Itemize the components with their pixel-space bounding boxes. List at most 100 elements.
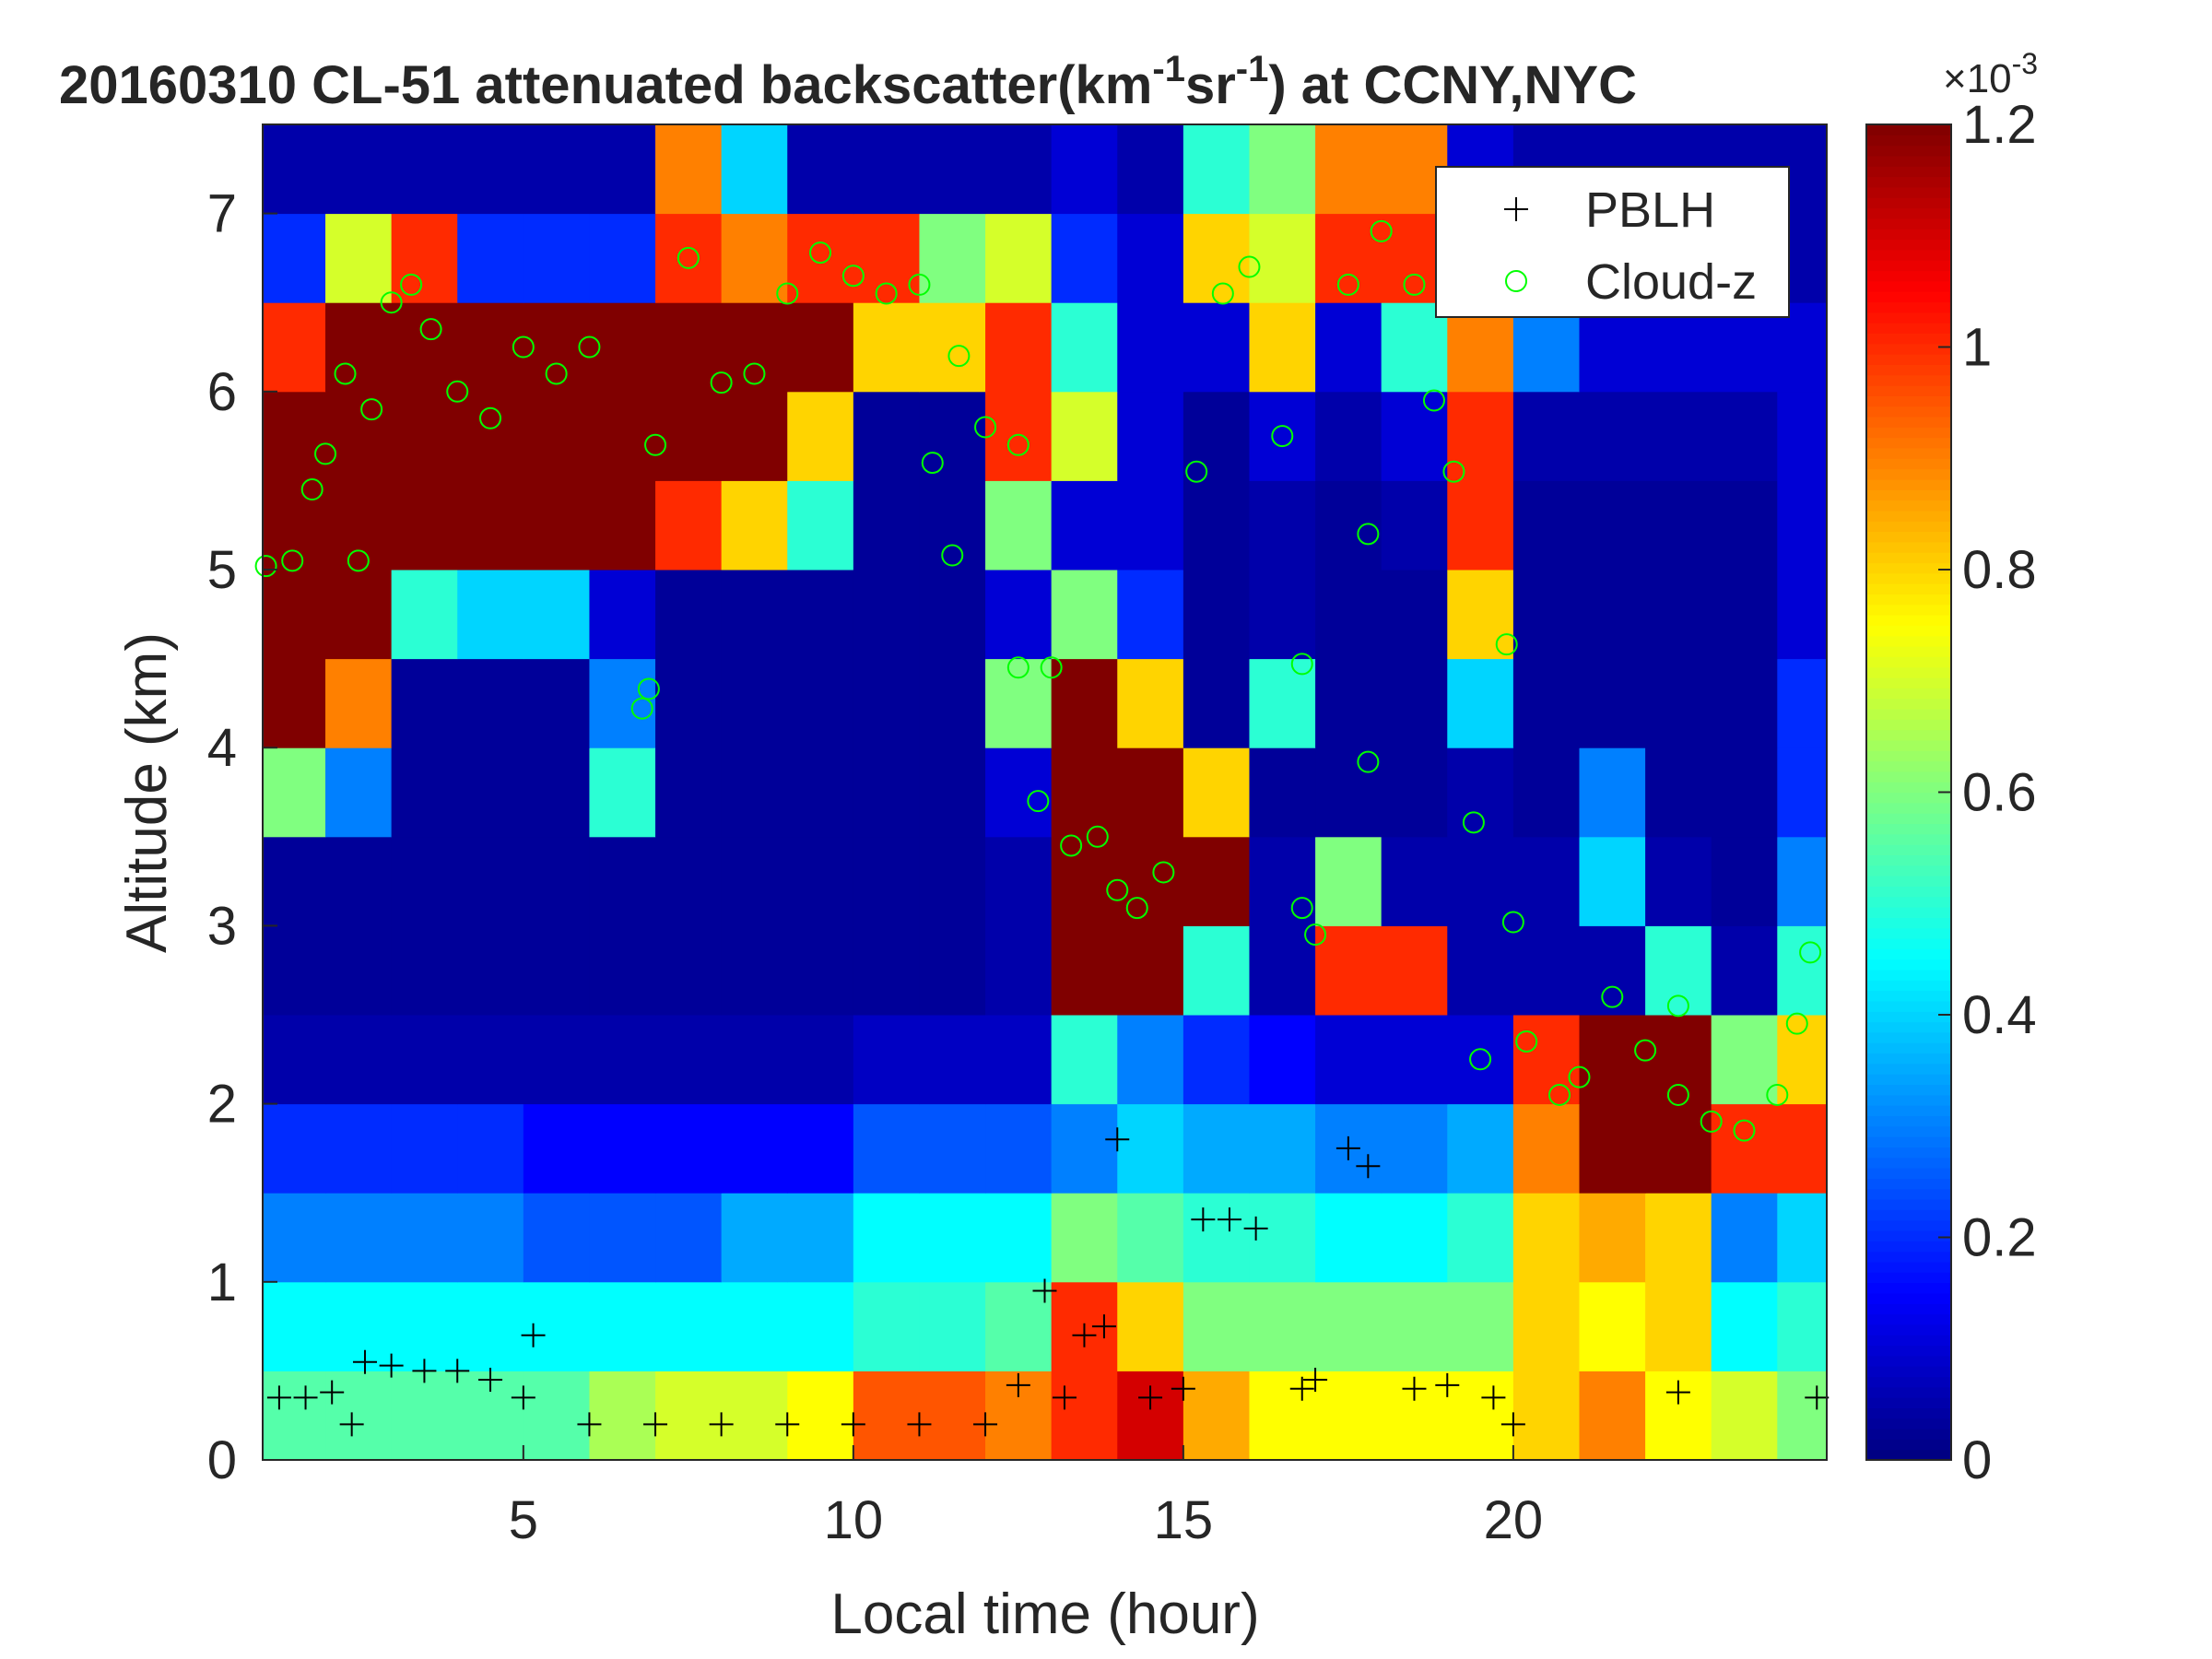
pblh-marker [1006,1372,1030,1397]
cloud-marker [710,371,733,394]
colorbar-segment [1866,385,1951,396]
cloud-marker [1442,460,1465,483]
heatmap-cell [985,1193,1053,1283]
colorbar-segment [1866,500,1951,512]
cloud-marker [1422,389,1445,412]
cloud-marker [1766,1083,1789,1106]
colorbar-segment [1866,1376,1951,1388]
legend-box [1435,166,1790,318]
heatmap-cell [1249,1015,1316,1105]
heatmap-cell [1777,391,1828,481]
heatmap-cell [787,1103,854,1194]
heatmap-cell [263,213,326,303]
colorbar-segment [1866,531,1951,543]
colorbar-segment [1866,1115,1951,1127]
heatmap-cell [1249,658,1316,748]
colorbar-exponent: ×10-3 [1943,47,2038,101]
colorbar-segment [1866,427,1951,439]
colorbar-segment [1866,1209,1951,1221]
colorbar-segment [1866,395,1951,407]
heatmap-cell [325,1193,393,1283]
colorbar-segment [1866,760,1951,772]
colorbar-segment [1866,229,1951,241]
heatmap-cell [1711,391,1778,481]
colorbar-segment [1866,562,1951,574]
heatmap-cell [325,747,393,838]
colorbar-segment [1866,1230,1951,1241]
heatmap-cell [1117,124,1184,215]
heatmap-cell [1381,925,1448,1016]
heatmap-cell [325,570,393,660]
cloud-marker [1501,911,1524,934]
heatmap-cell [787,747,854,838]
pblh-marker [379,1353,404,1378]
heatmap-cell [655,1015,723,1105]
heatmap-cell [457,747,524,838]
heatmap-cell [655,1281,723,1371]
heatmap-cell [1051,124,1118,215]
heatmap-cell [721,1281,788,1371]
colorbar-segment [1866,1053,1951,1065]
heatmap-cell [655,391,723,481]
heatmap-cell [1117,570,1184,660]
colorbar-segment [1866,135,1951,147]
heatmap-cell [589,124,656,215]
heatmap-cell [1381,747,1448,838]
heatmap-cell [1117,747,1184,838]
heatmap-cell [1711,1103,1778,1194]
heatmap-cell [1777,1371,1828,1461]
heatmap-cell [457,1015,524,1105]
heatmap-cell [1182,1015,1250,1105]
cloud-marker [677,246,700,269]
colorbar-segment [1866,1303,1951,1315]
colorbar-tick-label: 1 [1962,318,1992,378]
colorbar-segment [1866,615,1951,626]
colorbar-segment [1866,802,1951,814]
colorbar-segment [1866,1439,1951,1451]
colorbar-segment [1866,416,1951,428]
y-tick-label: 3 [207,896,237,956]
heatmap-cell [1512,1371,1580,1461]
heatmap-cell [787,480,854,571]
heatmap-cell [985,1281,1053,1371]
colorbar-segment [1866,552,1951,564]
heatmap-cell [1051,1371,1118,1461]
colorbar-segment [1866,1335,1951,1347]
heatmap-cell [655,836,723,926]
heatmap-cell [1381,1193,1448,1283]
heatmap-cell [457,836,524,926]
heatmap-cell [325,658,393,748]
heatmap-cell [787,391,854,481]
colorbar-segment [1866,1366,1951,1378]
heatmap-cell [589,925,656,1016]
heatmap-cell [655,302,723,393]
heatmap-cell [721,391,788,481]
heatmap-cell [1117,1281,1184,1371]
heatmap-cell [853,570,920,660]
heatmap-cell [919,925,986,1016]
heatmap-cell [1315,570,1382,660]
heatmap-cell [263,1371,326,1461]
colorbar-segment [1866,447,1951,459]
heatmap-cell [1117,1015,1184,1105]
colorbar-segment [1866,572,1951,584]
cloud-marker [512,335,535,359]
colorbar-tick-label: 1.2 [1962,95,2037,155]
pblh-marker [412,1359,437,1383]
heatmap-cell [1645,925,1712,1016]
cloud-marker [743,362,766,385]
cloud-marker [1666,994,1689,1018]
heatmap-cell [263,302,326,393]
heatmap-cell [1645,836,1712,926]
colorbar-segment [1866,677,1951,688]
heatmap-cell [391,836,458,926]
heatmap-cell [1249,213,1316,303]
heatmap-cell [1447,480,1514,571]
pblh-marker [1402,1376,1427,1401]
colorbar-segment [1866,1178,1951,1190]
colorbar-segment [1866,771,1951,782]
heatmap-cell [1051,1193,1118,1283]
heatmap-cell [787,925,854,1016]
heatmap-cell [391,1193,458,1283]
pblh-marker [293,1385,318,1410]
